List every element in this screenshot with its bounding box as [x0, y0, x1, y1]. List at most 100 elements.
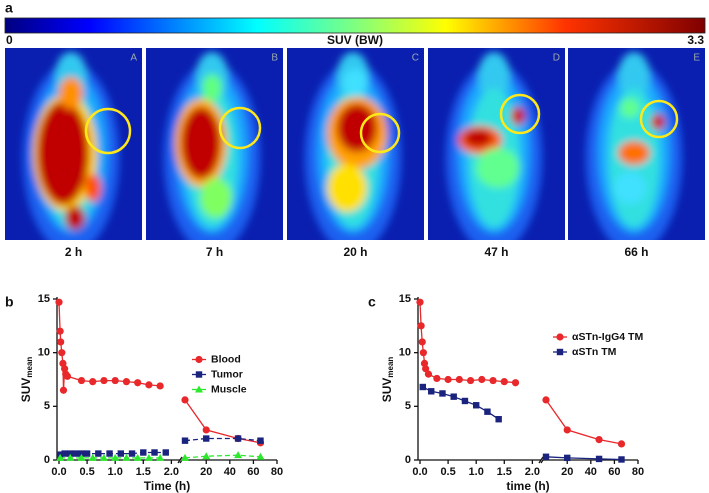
pet-uptake: [651, 114, 665, 130]
point: [420, 359, 429, 367]
point: [61, 365, 69, 373]
point: [455, 375, 463, 384]
pet-uptake: [200, 178, 232, 218]
point: [542, 453, 550, 460]
pet-content: [568, 48, 705, 240]
y-tick-label: 15: [399, 293, 411, 305]
x-tick-label: 1.5: [497, 466, 512, 478]
point: [156, 382, 164, 390]
chart: 0 5 10 15 0.0 0.5 1.0 1.5 2.0 20 40 60 80 Time (h) SUV…: [19, 293, 283, 493]
x-tick-label: 20: [561, 466, 573, 478]
point: [144, 453, 153, 461]
point: [162, 449, 169, 456]
point: [122, 378, 131, 386]
tumor-ring: [84, 107, 132, 155]
pet-uptake: [511, 107, 525, 125]
x-tick-label: 80: [271, 466, 283, 478]
pet-uptake: [343, 69, 367, 97]
pet-image: B 7 h: [146, 48, 283, 259]
pet-images: A 2 h B 7 h C 20 h D 47 h E 66 h: [5, 48, 705, 259]
legend-label: αSTn TM: [572, 346, 617, 358]
y-label-main: SUV: [380, 378, 394, 403]
pet-image: C 20 h: [287, 48, 424, 259]
x-tick-label: 60: [608, 466, 620, 478]
point: [111, 453, 120, 461]
image-letter: E: [693, 53, 700, 64]
point: [61, 450, 68, 457]
point: [63, 372, 72, 380]
point: [564, 454, 571, 462]
image-time: 7 h: [206, 245, 223, 259]
x-tick-label: 0.5: [79, 466, 94, 478]
point: [500, 378, 508, 386]
point: [106, 450, 113, 457]
colorbar-label: SUV (BW): [327, 33, 383, 47]
point: [511, 379, 520, 387]
point: [478, 375, 486, 384]
pet-image: D 47 h: [428, 48, 565, 259]
x-tick-label: 60: [247, 466, 259, 478]
point: [88, 453, 97, 461]
point: [133, 453, 142, 461]
point: [117, 450, 125, 457]
pet-uptake: [85, 174, 101, 202]
point: [202, 426, 210, 434]
point: [56, 327, 64, 335]
point: [99, 453, 108, 461]
point: [55, 298, 63, 306]
x-tick-label: 80: [632, 466, 644, 478]
charts: 0 5 10 15 0.0 0.5 1.0 1.5 2.0 20 40 60 80 Time (h) SUV…: [19, 293, 644, 493]
pet-uptake: [59, 77, 83, 109]
pet-uptake: [476, 148, 520, 188]
pet-blobs: [586, 52, 682, 240]
pet-uptake: [618, 141, 650, 165]
point: [66, 453, 75, 461]
colorbar-min: 0: [6, 33, 13, 47]
point: [56, 453, 65, 461]
axis-break: [177, 456, 183, 464]
point: [140, 449, 147, 456]
point: [450, 393, 457, 400]
point: [542, 396, 550, 404]
series-line: [419, 302, 622, 445]
legend-label: Blood: [211, 353, 241, 365]
point: [489, 376, 497, 385]
image-letter: B: [271, 53, 278, 64]
pet-blobs: [23, 52, 119, 240]
point: [134, 379, 142, 387]
point: [181, 453, 189, 461]
point: [416, 298, 424, 306]
pet-blobs: [305, 52, 401, 240]
legend-marker: [195, 355, 203, 364]
pet-uptake: [202, 74, 222, 102]
y-tick-label: 5: [405, 400, 411, 412]
point: [234, 451, 243, 459]
y-axis-label: SUVmean: [380, 357, 395, 403]
pet-content: [146, 48, 283, 240]
point: [202, 452, 211, 460]
point: [72, 450, 80, 457]
pet-image: E 66 h: [568, 48, 705, 259]
point: [89, 378, 97, 386]
point: [563, 426, 571, 434]
colorbar: [4, 17, 706, 34]
panel-label: a: [5, 0, 13, 16]
x-tick-label: 1.0: [469, 466, 484, 478]
pet-uptake: [181, 107, 221, 179]
point: [618, 456, 625, 463]
y-label-sub: mean: [386, 357, 395, 378]
point: [428, 388, 435, 395]
point: [58, 349, 66, 357]
y-tick-label: 0: [405, 454, 411, 466]
x-tick-label: 0.5: [440, 466, 455, 478]
y-tick-label: 0: [44, 454, 50, 466]
pet-uptake: [37, 101, 89, 205]
tumor-ring: [499, 93, 541, 135]
legend-label: Tumor: [211, 368, 243, 380]
x-axis-label: Time (h): [144, 479, 190, 493]
x-axis-label: time (h): [506, 479, 549, 493]
pet-uptake: [618, 52, 650, 100]
image-letter: C: [412, 53, 419, 64]
point: [95, 450, 102, 457]
